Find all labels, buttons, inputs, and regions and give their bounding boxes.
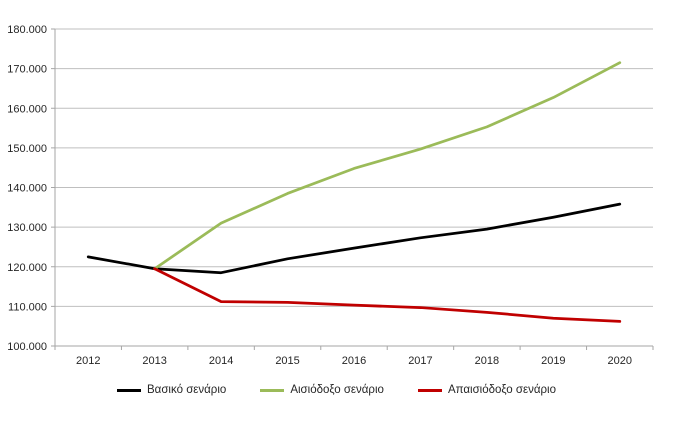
series-line: [153, 61, 622, 271]
y-tick-label: 160.000: [7, 103, 47, 115]
y-tick-label: 150.000: [7, 143, 47, 155]
y-tick-label: 120.000: [7, 262, 47, 274]
chart-legend: Βασικό σενάριο Αισιόδοξο σενάριο Απαισιόδο…: [0, 384, 673, 396]
legend-line-swatch: [417, 388, 442, 392]
legend-label: Αισιόδοξο σενάριο: [290, 384, 384, 396]
series-line: [153, 267, 622, 323]
series-line: [86, 202, 622, 275]
x-tick-label: 2019: [541, 355, 565, 367]
y-tick-label: 140.000: [7, 183, 47, 195]
x-tick-label: 2013: [142, 355, 166, 367]
legend-label: Απαισιόδοξο σενάριο: [447, 384, 556, 396]
x-tick-label: 2015: [275, 355, 299, 367]
y-tick-label: 170.000: [7, 64, 47, 76]
x-tick-label: 2020: [608, 355, 632, 367]
legend-item: Βασικό σενάριο: [117, 384, 226, 396]
y-tick-label: 110.000: [8, 301, 47, 313]
x-tick-label: 2018: [475, 355, 499, 367]
x-tick-label: 2016: [342, 355, 366, 367]
legend-line-swatch: [260, 388, 285, 392]
y-tick-label: 130.000: [7, 222, 47, 234]
y-tick-label: 100.000: [7, 341, 47, 353]
legend-label: Βασικό σενάριο: [147, 384, 227, 396]
x-tick-label: 2017: [408, 355, 432, 367]
legend-item: Απαισιόδοξο σενάριο: [417, 384, 556, 396]
legend-line-swatch: [117, 388, 142, 392]
y-tick-label: 180.000: [7, 24, 47, 36]
x-tick-label: 2014: [209, 355, 233, 367]
legend-item: Αισιόδοξο σενάριο: [260, 384, 384, 396]
x-tick-label: 2012: [76, 355, 100, 367]
